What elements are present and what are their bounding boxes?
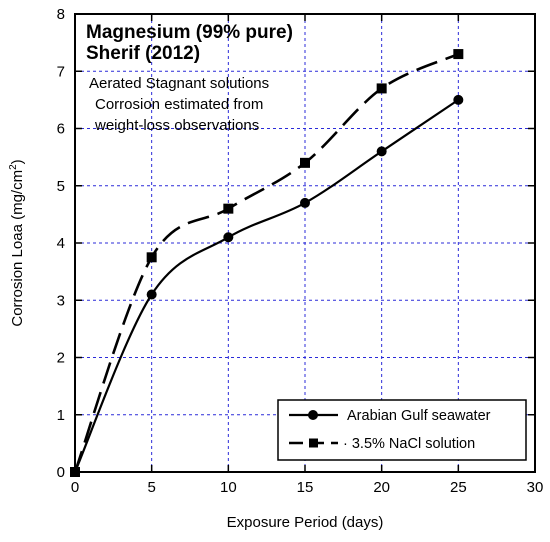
data-point-seawater (453, 94, 464, 105)
data-point-nacl (376, 83, 387, 94)
y-axis-title-superscript: 2 (8, 164, 19, 170)
y-tick-label: 0 (57, 464, 65, 481)
y-tick-label: 5 (57, 178, 65, 195)
chart-title: Magnesium (99% pure) (86, 22, 293, 43)
y-tick-label: 1 (57, 407, 65, 424)
data-point-seawater (300, 197, 310, 208)
annotation-line-3: weight-loss observations (94, 117, 259, 134)
x-axis-title: Exposure Period (days) (227, 514, 384, 531)
data-point-nacl (300, 157, 310, 168)
x-tick-label: 0 (71, 479, 79, 496)
data-point-nacl (223, 203, 234, 214)
data-point-nacl (146, 252, 157, 263)
x-tick-label: 5 (147, 479, 155, 496)
y-tick-label: 4 (57, 235, 65, 252)
legend-marker-seawater (308, 410, 318, 420)
data-point-seawater (223, 232, 234, 243)
legend-label-nacl: · 3.5% NaCl solution (343, 436, 475, 452)
x-tick-label: 20 (373, 479, 390, 496)
y-tick-label: 3 (57, 292, 65, 309)
y-axis-title-suffix: ) (9, 159, 26, 164)
x-tick-label: 30 (527, 479, 544, 496)
chart-subtitle: Sherif (2012) (86, 43, 200, 64)
legend-label-seawater: Arabian Gulf seawater (347, 408, 491, 424)
annotation-line-2: Corrosion estimated from (95, 96, 263, 113)
data-point-seawater (376, 146, 387, 157)
x-tick-label: 10 (220, 479, 237, 496)
data-point-nacl (453, 49, 464, 60)
y-axis-title-main: Corrosion Loaa (mg/cm (9, 170, 26, 327)
axis-ticks (74, 13, 536, 473)
y-axis-title: Corrosion Loaa (mg/cm2) (8, 159, 26, 326)
y-tick-label: 2 (57, 350, 65, 367)
data-point-seawater (146, 289, 157, 300)
legend: Arabian Gulf seawater · 3.5% NaCl soluti… (277, 399, 527, 461)
legend-marker-nacl (309, 438, 318, 448)
y-tick-label: 7 (57, 63, 65, 80)
annotation-line-1: Aerated Stagnant solutions (89, 75, 269, 92)
y-tick-label: 6 (57, 121, 65, 138)
x-tick-label: 25 (450, 479, 467, 496)
tick-labels: 0 5 10 15 20 25 30 0 1 2 3 4 5 6 7 8 (57, 6, 544, 496)
x-tick-label: 15 (297, 479, 314, 496)
y-tick-label: 8 (57, 6, 65, 23)
legend-box (277, 399, 527, 461)
